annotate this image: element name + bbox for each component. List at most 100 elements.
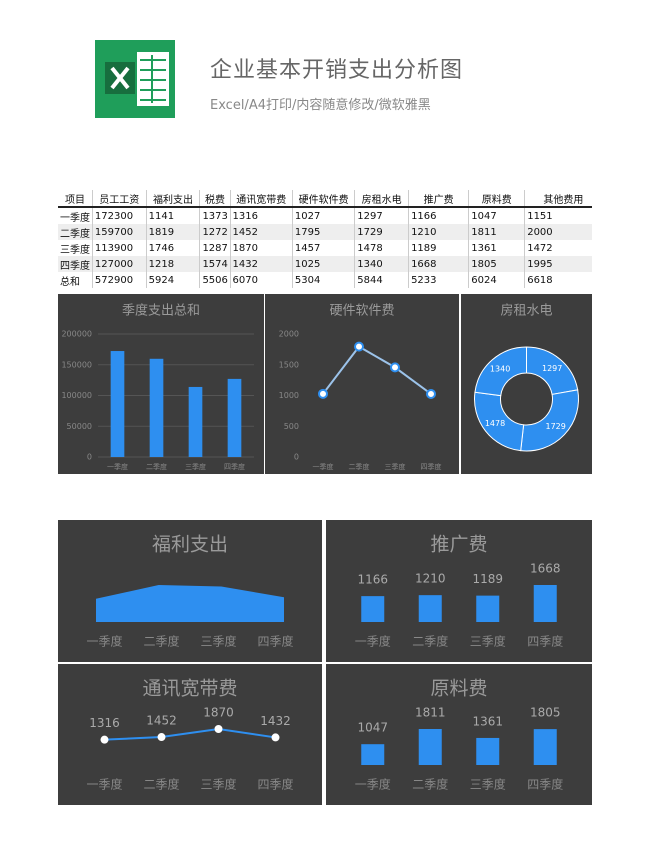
cell: 1995 xyxy=(524,256,592,272)
x-tick-label: 二季度 xyxy=(349,462,370,471)
row: 四季度 127000 1218 1574 1432 1025 1340 1668 1805 199… xyxy=(58,256,592,272)
y-tick-label: 200000 xyxy=(61,330,92,339)
data-table: 项目员工工资福利支出税费通讯宽带费硬件软件费房租水电推广费原料费其他费用季度一季… xyxy=(58,190,592,288)
excel-grid xyxy=(140,55,166,103)
bar xyxy=(533,729,557,765)
x-tick-label: 四季度 xyxy=(527,777,563,792)
data-label: 1166 xyxy=(357,573,388,587)
cell: 1141 xyxy=(146,207,201,224)
cell: 三季度 xyxy=(58,240,93,256)
header-row: 项目员工工资福利支出税费通讯宽带费硬件软件费房租水电推广费原料费其他费用季度 xyxy=(58,190,592,208)
cell: 一季度 xyxy=(58,207,93,224)
bar xyxy=(361,596,385,622)
header-cell: 福利支出 xyxy=(146,190,201,208)
y-tick-label: 2000 xyxy=(279,330,299,339)
excel-x xyxy=(110,66,130,90)
data-label: 1432 xyxy=(260,714,291,728)
header-cell: 其他费用 xyxy=(524,190,592,208)
cell: 1218 xyxy=(146,256,201,272)
y-tick-label: 1000 xyxy=(279,391,299,400)
cell: 113900 xyxy=(92,240,147,256)
data-label: 1729 xyxy=(546,422,566,431)
cell: 1811 xyxy=(468,224,526,240)
cell: 总和 xyxy=(58,272,93,288)
cell: 1819 xyxy=(146,224,201,240)
donut-slice xyxy=(474,346,527,397)
cell: 1457 xyxy=(292,240,356,256)
cell: 1574 xyxy=(199,256,231,272)
data-label: 1805 xyxy=(530,706,561,720)
cell: 1432 xyxy=(230,256,293,272)
bar xyxy=(533,585,557,622)
cell: 二季度 xyxy=(58,224,93,240)
cell: 1189 xyxy=(408,240,470,256)
header-cell: 通讯宽带费 xyxy=(230,190,293,208)
cell: 6024 xyxy=(468,272,526,288)
x-tick-label: 四季度 xyxy=(224,462,245,471)
header-cell: 房租水电 xyxy=(354,190,410,208)
data-label: 1189 xyxy=(472,572,503,586)
cell: 1272 xyxy=(199,224,231,240)
donut-slice xyxy=(520,389,579,452)
x-tick-label: 三季度 xyxy=(470,634,506,649)
cell: 四季度 xyxy=(58,256,93,272)
x-tick-label: 四季度 xyxy=(257,777,293,792)
line xyxy=(322,345,432,395)
row: 总和 572900 5924 5506 6070 5304 5844 5233 6024 6618… xyxy=(58,272,592,288)
y-tick-label: 100000 xyxy=(61,391,92,400)
x-tick-label: 三季度 xyxy=(185,462,206,471)
chart-title: 原料费 xyxy=(430,678,487,700)
y-tick-label: 1500 xyxy=(279,360,299,369)
chart-title: 推广费 xyxy=(430,534,487,556)
header-cell: 原料费 xyxy=(468,190,526,208)
data-label: 1210 xyxy=(415,572,446,586)
bar xyxy=(476,595,500,622)
panel xyxy=(265,294,459,474)
bar xyxy=(149,358,164,457)
cell: 1795 xyxy=(292,224,356,240)
row: 一季度 172300 1141 1373 1316 1027 1297 1166 1047 115… xyxy=(58,207,592,224)
data-label: 1047 xyxy=(357,721,388,735)
cell: 1361 xyxy=(468,240,526,256)
chart-title: 硬件软件费 xyxy=(329,304,394,319)
header-cell: 项目 xyxy=(58,190,93,208)
point xyxy=(157,733,166,742)
cell: 172300 xyxy=(92,207,147,224)
x-tick-label: 一季度 xyxy=(355,777,391,792)
data-label: 1452 xyxy=(146,714,177,728)
chart-title: 福利支出 xyxy=(152,534,228,556)
data-label: 1297 xyxy=(542,364,562,373)
x-tick-label: 二季度 xyxy=(412,777,448,792)
x-tick-label: 二季度 xyxy=(412,634,448,649)
cell: 1746 xyxy=(146,240,201,256)
cell: 1373 xyxy=(199,207,231,224)
header-cell: 税费 xyxy=(199,190,231,208)
cell: 5304 xyxy=(292,272,356,288)
cell: 572900 xyxy=(92,272,147,288)
cell: 1027 xyxy=(292,207,356,224)
x-tick-label: 一季度 xyxy=(107,462,128,471)
point xyxy=(214,725,223,733)
bar xyxy=(418,729,442,765)
cell: 1210 xyxy=(408,224,470,240)
x-tick-label: 一季度 xyxy=(86,777,122,792)
y-tick-label: 0 xyxy=(294,453,299,462)
cell: 1870 xyxy=(230,240,293,256)
chart-title: 季度支出总和 xyxy=(122,303,200,319)
x-tick-label: 四季度 xyxy=(257,634,293,649)
x-tick-label: 一季度 xyxy=(355,634,391,649)
table: 项目员工工资福利支出税费通讯宽带费硬件软件费房租水电推广费原料费其他费用季度一季… xyxy=(58,190,592,290)
cell: 1047 xyxy=(468,207,526,224)
cell: 1668 xyxy=(408,256,470,272)
point xyxy=(426,388,436,399)
cell: 5506 xyxy=(199,272,231,288)
x-tick-label: 二季度 xyxy=(146,462,167,471)
point xyxy=(318,388,328,399)
row: 三季度 113900 1746 1287 1870 1457 1478 1189 1361 147… xyxy=(58,240,592,256)
cell: 2000 xyxy=(524,224,592,240)
cell: 1151 xyxy=(524,207,592,224)
cell: 5924 xyxy=(146,272,201,288)
cell: 6618 xyxy=(524,272,592,288)
x-tick-label: 二季度 xyxy=(143,634,179,649)
x-tick-label: 四季度 xyxy=(527,634,563,649)
